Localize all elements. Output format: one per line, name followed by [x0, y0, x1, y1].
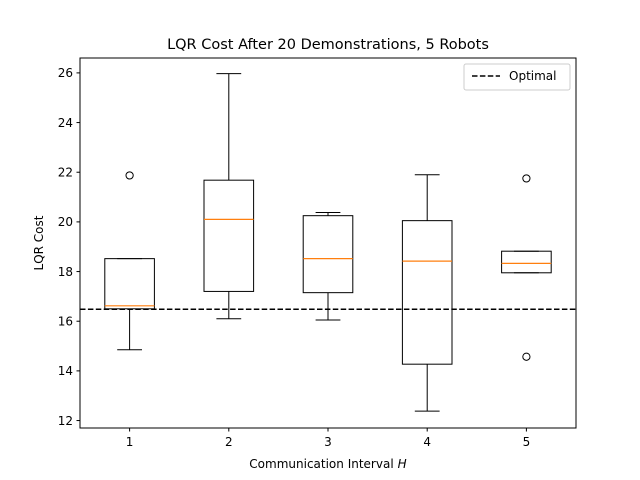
box-group-1	[104, 171, 155, 351]
y-axis: 12 14 16 18 20 22 24 26	[58, 66, 80, 428]
legend-label-optimal: Optimal	[509, 69, 556, 83]
y-tick-label: 12	[58, 414, 73, 428]
x-tick-label: 5	[523, 435, 531, 449]
axes-frame	[79, 57, 577, 429]
outlier-point	[522, 174, 531, 183]
y-tick-label: 24	[58, 116, 73, 130]
legend: Optimal	[463, 63, 571, 91]
y-tick-label: 22	[58, 166, 73, 180]
y-axis-label: LQR Cost	[32, 215, 46, 270]
box-iqr	[302, 215, 354, 294]
x-axis: 1 2 3 4 5	[126, 428, 530, 449]
y-tick-label: 14	[58, 364, 73, 378]
y-tick-label: 18	[58, 265, 73, 279]
box-iqr	[401, 220, 453, 365]
x-tick-label: 1	[126, 435, 134, 449]
x-axis-label: Communication Interval H	[249, 457, 406, 471]
y-tick-label: 16	[58, 315, 73, 329]
box-group-4	[401, 174, 453, 412]
x-tick-label: 4	[423, 435, 431, 449]
box-group-3	[302, 211, 354, 321]
box-iqr	[501, 250, 552, 274]
legend-box	[463, 63, 571, 91]
x-axis-label-symbol: H	[398, 457, 407, 471]
x-axis-label-text: Communication Interval	[249, 457, 393, 471]
y-tick-label: 20	[58, 215, 73, 229]
outlier-point	[125, 171, 134, 180]
box-group-2	[203, 73, 255, 320]
y-tick-label: 26	[58, 66, 73, 80]
box-iqr	[203, 179, 255, 292]
plot-area	[80, 73, 576, 412]
box-group-5	[501, 174, 552, 361]
outlier-point	[522, 352, 531, 361]
chart-title: LQR Cost After 20 Demonstrations, 5 Robo…	[167, 37, 489, 53]
x-tick-label: 2	[225, 435, 233, 449]
box-iqr	[104, 258, 155, 310]
x-tick-label: 3	[324, 435, 332, 449]
